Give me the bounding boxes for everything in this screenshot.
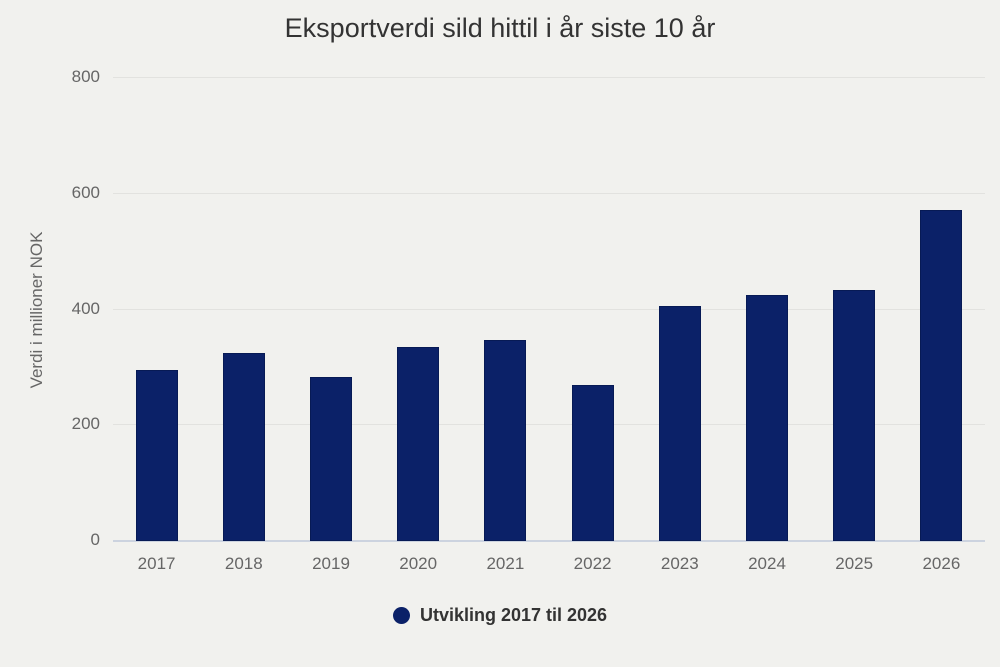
legend: Utvikling 2017 til 2026 <box>0 605 1000 626</box>
y-tick-label: 600 <box>71 182 100 202</box>
bar-2021[interactable] <box>484 339 527 541</box>
bar-2023[interactable] <box>658 306 701 541</box>
x-tick-label: 2022 <box>573 554 612 573</box>
bar-2025[interactable] <box>833 289 876 541</box>
bar-2022[interactable] <box>571 384 614 541</box>
x-tick-label: 2020 <box>399 554 438 573</box>
x-tick-label: 2025 <box>835 554 874 573</box>
bar-2017[interactable] <box>135 369 178 541</box>
bar-2026[interactable] <box>920 209 963 541</box>
x-tick-label: 2024 <box>748 554 786 573</box>
y-tick-label: 400 <box>71 298 100 318</box>
legend-label: Utvikling 2017 til 2026 <box>419 605 608 625</box>
x-tick-label: 2026 <box>922 554 961 573</box>
x-tick-label: 2021 <box>486 554 525 573</box>
legend-item[interactable]: Utvikling 2017 til 2026 <box>392 605 608 626</box>
x-axis-line <box>113 540 985 542</box>
gridline <box>113 192 985 194</box>
y-tick-label: 200 <box>71 414 100 434</box>
gridline <box>113 424 985 426</box>
bar-2018[interactable] <box>222 353 265 541</box>
x-tick-label: 2018 <box>224 554 263 573</box>
series-marker-icon <box>392 607 410 624</box>
x-tick-label: 2023 <box>660 554 699 573</box>
gridline <box>113 77 985 78</box>
gridline <box>113 308 985 310</box>
y-tick-label: 800 <box>71 67 100 86</box>
bar-2019[interactable] <box>310 376 352 541</box>
y-tick-label: 0 <box>90 530 100 549</box>
x-tick-label: 2019 <box>312 554 350 573</box>
x-tick-label: 2017 <box>137 554 176 573</box>
bar-2020[interactable] <box>397 347 440 541</box>
chart-title: Eksportverdi sild hittil i år siste 10 å… <box>284 13 716 43</box>
bar-2024[interactable] <box>746 295 788 541</box>
